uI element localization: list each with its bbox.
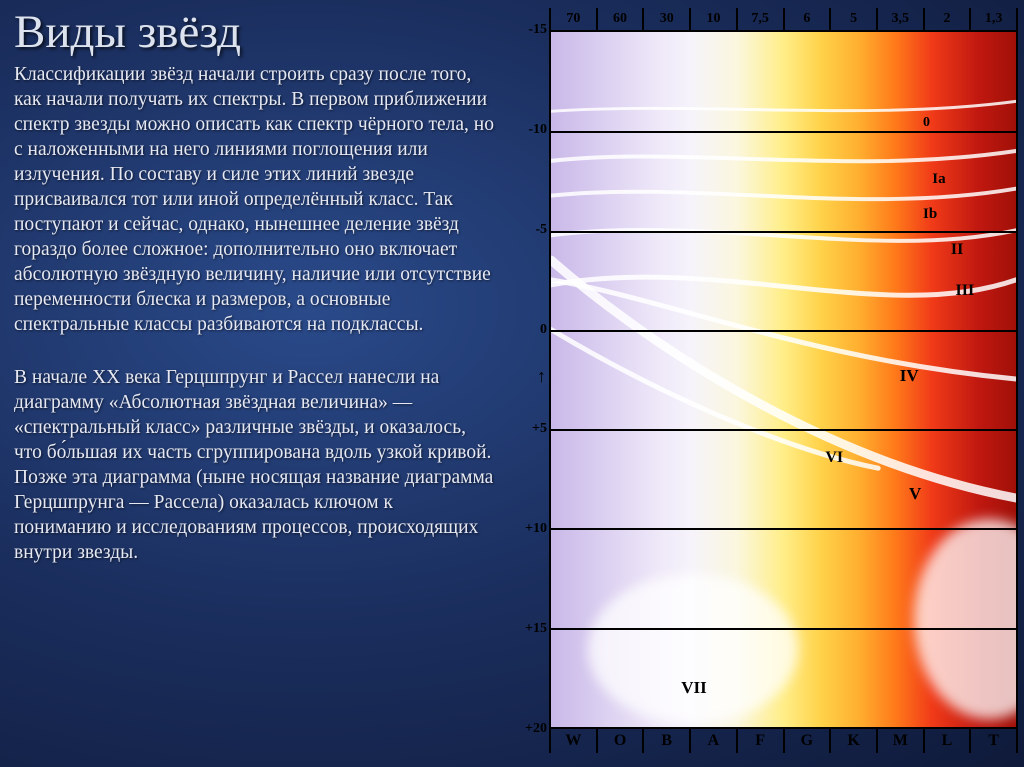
paragraph-2: В начале XX века Герцшпрунг и Рассел нан…: [14, 366, 495, 566]
hr-diagram: 706030107,5653,521,3 -15 -10 -5 0 +5 +10 +15 +2…: [513, 8, 1018, 753]
magnitude-tick: +15: [525, 621, 547, 637]
spectral-cell: A: [689, 729, 736, 753]
gridline: [551, 429, 1016, 431]
gridline: [551, 628, 1016, 630]
temperature-cell: 1,3: [969, 8, 1018, 30]
spectral-cell: O: [596, 729, 643, 753]
temperature-cell: 10: [689, 8, 736, 30]
temperature-cell: 70: [549, 8, 596, 30]
spectral-cell: W: [549, 729, 596, 753]
gridline: [551, 231, 1016, 233]
temperature-cell: 3,5: [876, 8, 923, 30]
magnitude-tick: +20: [525, 721, 547, 737]
gridline: [551, 330, 1016, 332]
paragraph-1: Классификации звёзд начали строить сразу…: [14, 63, 495, 337]
luminosity-class-label: IV: [900, 366, 919, 386]
temperature-cell: 6: [783, 8, 830, 30]
gridline: [551, 131, 1016, 133]
magnitude-tick: -15: [528, 22, 547, 38]
spectral-class-scale: WOBAFGKMLT: [549, 729, 1018, 753]
plot-area: 0IaIbIIIIIIVVVIVII: [549, 30, 1018, 729]
luminosity-curves: [551, 32, 1016, 725]
luminosity-class-label: V: [909, 484, 921, 504]
spectral-cell: B: [642, 729, 689, 753]
magnitude-tick: -10: [528, 122, 547, 138]
luminosity-class-label: Ia: [932, 171, 945, 188]
luminosity-class-label: 0: [923, 115, 930, 131]
spectral-cell: F: [736, 729, 783, 753]
page-title: Виды звёзд: [14, 8, 495, 57]
magnitude-tick: +5: [532, 421, 547, 437]
magnitude-tick: +10: [525, 521, 547, 537]
luminosity-class-label: VII: [681, 678, 707, 698]
temperature-cell: 30: [642, 8, 689, 30]
luminosity-class-label: Ib: [923, 206, 937, 223]
axis-arrow-icon: ↑: [537, 366, 546, 387]
spectral-cell: K: [829, 729, 876, 753]
spectral-cell: G: [783, 729, 830, 753]
luminosity-class-label: II: [951, 241, 963, 259]
temperature-cell: 7,5: [736, 8, 783, 30]
magnitude-tick: -5: [535, 222, 547, 238]
luminosity-class-label: VI: [825, 449, 843, 467]
temperature-cell: 60: [596, 8, 643, 30]
luminosity-class-label: III: [956, 282, 975, 300]
temperature-scale: 706030107,5653,521,3: [549, 8, 1018, 30]
temperature-cell: 5: [829, 8, 876, 30]
spectral-cell: T: [969, 729, 1018, 753]
spectral-cell: M: [876, 729, 923, 753]
gridline: [551, 528, 1016, 530]
temperature-cell: 2: [923, 8, 970, 30]
spectral-cell: L: [923, 729, 970, 753]
magnitude-tick: 0: [540, 322, 547, 338]
